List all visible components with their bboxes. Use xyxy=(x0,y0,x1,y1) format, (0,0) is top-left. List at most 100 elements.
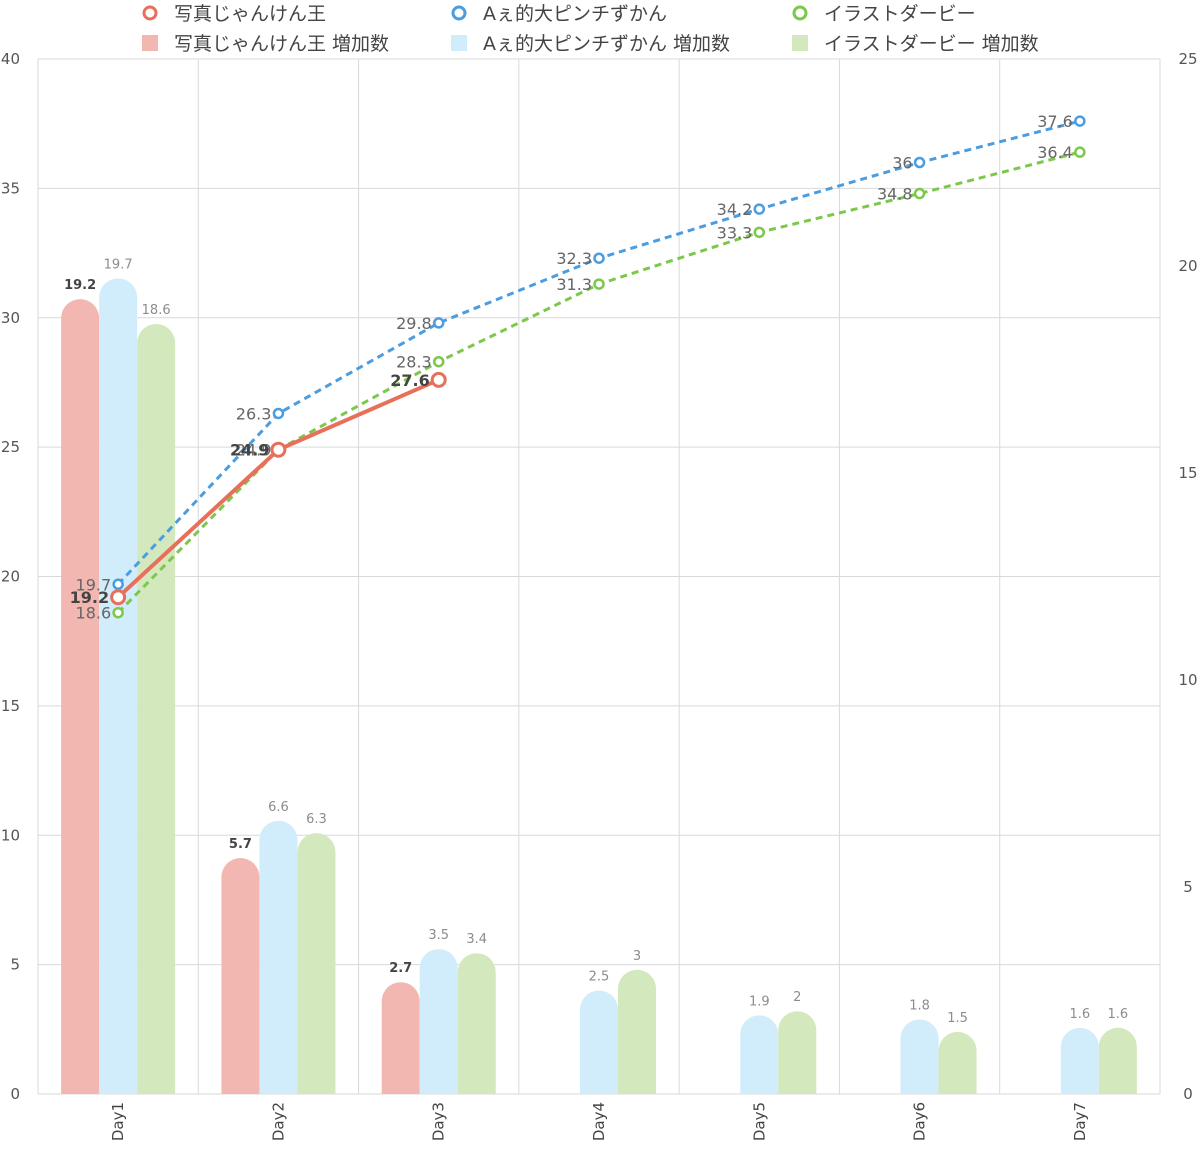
legend-bar-swatch xyxy=(792,35,808,51)
bar-2-day7 xyxy=(1060,1027,1099,1094)
bar-value-label: 6.6 xyxy=(268,800,289,815)
bar-2-day2 xyxy=(259,820,298,1094)
left-axis-tick-label: 0 xyxy=(10,1085,20,1103)
line-value-label: 19.2 xyxy=(70,588,109,607)
legend-line-marker xyxy=(792,5,808,21)
bar-value-label: 2 xyxy=(793,990,801,1005)
grid-lines xyxy=(37,58,1161,1095)
bar-value-label: 5.7 xyxy=(229,837,252,852)
line-value-label: 36.4 xyxy=(1037,143,1073,162)
line-value-label: 24.9 xyxy=(230,441,269,460)
left-axis-tick-label: 30 xyxy=(1,309,20,327)
left-axis-tick-label: 20 xyxy=(1,568,20,586)
category-label: Day3 xyxy=(430,1102,448,1141)
line-value-label: 19.7 xyxy=(76,575,112,594)
bar-2-day4 xyxy=(580,990,618,1094)
line-point xyxy=(430,371,447,388)
line-value-label: 32.3 xyxy=(556,249,592,268)
bar-value-label: 19.2 xyxy=(64,278,96,293)
bar-3-day6 xyxy=(938,1031,977,1094)
line-point xyxy=(432,355,445,368)
legend-label: Aぇ的大ピンチずかん 増加数 xyxy=(483,33,730,55)
right-axis-tick-label: 5 xyxy=(1183,878,1193,896)
bar-value-label: 6.3 xyxy=(306,812,327,827)
left-axis-tick-label: 10 xyxy=(1,826,20,844)
line-value-label: 27.6 xyxy=(390,371,429,390)
legend-label: 写真じゃんけん王 増加数 xyxy=(174,33,389,55)
left-axis-tick-label: 25 xyxy=(1,438,20,456)
bar-value-label: 19.7 xyxy=(104,257,133,272)
bar-value-label: 3.5 xyxy=(428,928,449,943)
left-axis-tick-label: 5 xyxy=(10,956,20,974)
legend-bar-swatch xyxy=(142,35,158,51)
axes: 0 5 10 15 20 25 30 35 40 0 5 10 15 20 25 Day1 Day2 Day3 Da… xyxy=(1,50,1198,1141)
bar-value-label: 2.7 xyxy=(389,961,412,976)
line-value-label: 33.3 xyxy=(717,223,753,242)
legend-line-marker xyxy=(142,5,158,21)
bar-2-day5 xyxy=(740,1015,779,1094)
category-label: Day7 xyxy=(1071,1102,1089,1141)
legend-label: Aぇ的大ピンチずかん xyxy=(483,3,667,25)
line-series-3 xyxy=(117,150,1081,614)
line-point xyxy=(753,203,766,215)
right-axis-tick-label: 15 xyxy=(1178,464,1197,482)
line-point xyxy=(593,252,605,264)
legend-label: イラストダービー xyxy=(824,3,976,25)
line-value-label: 24.9 xyxy=(236,441,272,460)
bar-value-label: 1.5 xyxy=(947,1011,968,1026)
bar-value-label: 1.8 xyxy=(909,998,930,1013)
bar-value-label: 1.9 xyxy=(749,994,770,1009)
line-point xyxy=(112,578,124,591)
line-value-label: 28.3 xyxy=(396,353,432,372)
right-axis-tick-label: 20 xyxy=(1178,257,1197,275)
line-value-label: 37.6 xyxy=(1037,112,1073,131)
bar-1-day3 xyxy=(381,982,420,1094)
bar-1-day2 xyxy=(221,858,260,1094)
line-value-label: 31.3 xyxy=(556,275,592,294)
bar-3-day1 xyxy=(137,323,176,1095)
category-label: Day2 xyxy=(269,1102,287,1141)
line-point xyxy=(593,278,605,290)
bar-value-label: 2.5 xyxy=(589,970,610,985)
line-point xyxy=(432,317,445,329)
line-point xyxy=(913,187,926,200)
bar-2-day3 xyxy=(419,949,458,1094)
line-value-label: 18.6 xyxy=(76,604,112,623)
legend-bar-swatch xyxy=(451,35,467,51)
bar-series-group: 19.2 5.7 2.7 19.7 6.6 3.5 2.5 1.9 1.8 1.6 18.6 6.3 3… xyxy=(61,257,1137,1095)
line-point xyxy=(270,441,287,458)
legend-label: イラストダービー 増加数 xyxy=(824,33,1039,55)
bar-value-label: 1.6 xyxy=(1070,1007,1091,1022)
bar-3-day2 xyxy=(297,833,336,1094)
category-label: Day6 xyxy=(911,1102,929,1141)
line-value-label: 29.8 xyxy=(396,314,432,333)
line-value-label: 36 xyxy=(892,154,912,173)
bar-value-label: 3.4 xyxy=(466,932,487,947)
line-point xyxy=(913,156,926,169)
line-point xyxy=(753,226,766,239)
line-point xyxy=(1074,115,1086,127)
category-label: Day1 xyxy=(109,1102,127,1141)
bar-3-day7 xyxy=(1098,1027,1137,1094)
bar-3-day5 xyxy=(778,1011,817,1094)
left-axis-tick-label: 40 xyxy=(1,50,20,68)
bar-value-label: 3 xyxy=(633,949,641,964)
right-axis-tick-label: 10 xyxy=(1178,671,1197,689)
line-value-label: 26.3 xyxy=(236,404,272,423)
right-axis-tick-label: 0 xyxy=(1183,1085,1193,1103)
bar-value-label: 18.6 xyxy=(142,303,171,318)
line-value-label: 34.2 xyxy=(717,200,753,219)
right-axis-tick-label: 25 xyxy=(1178,50,1197,68)
line-point xyxy=(112,606,124,619)
bar-1-day1 xyxy=(61,299,100,1094)
left-axis-tick-label: 35 xyxy=(1,179,20,197)
line-point xyxy=(1074,146,1086,158)
bar-value-label: 1.6 xyxy=(1108,1007,1129,1022)
left-axis-tick-label: 15 xyxy=(1,697,20,715)
category-label: Day4 xyxy=(590,1102,608,1141)
line-point xyxy=(272,407,285,420)
category-label: Day5 xyxy=(750,1102,768,1141)
legend-line-marker xyxy=(451,5,467,21)
